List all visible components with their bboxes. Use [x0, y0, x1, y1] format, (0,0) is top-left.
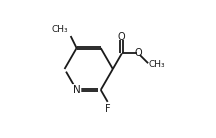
Text: N: N [73, 85, 81, 95]
Text: CH₃: CH₃ [52, 25, 68, 34]
Text: CH₃: CH₃ [149, 60, 165, 69]
Text: O: O [118, 32, 126, 42]
Text: F: F [105, 104, 110, 114]
Text: O: O [135, 48, 142, 59]
